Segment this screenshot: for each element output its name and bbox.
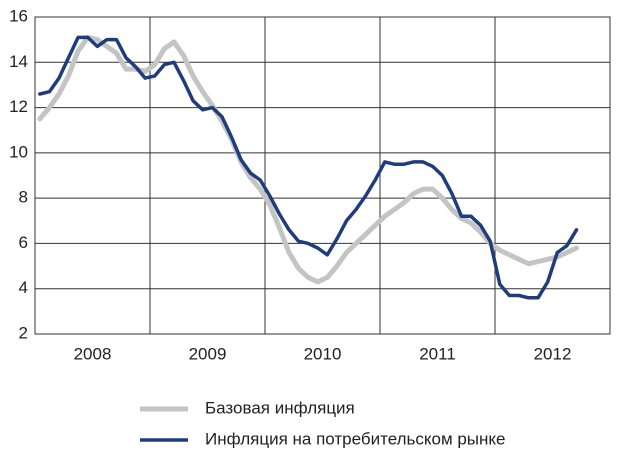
- x-tick-label: 2008: [74, 344, 112, 363]
- y-tick-label: 12: [9, 97, 28, 116]
- y-tick-label: 4: [19, 278, 28, 297]
- y-tick-label: 6: [19, 233, 28, 252]
- series-line: [38, 35, 579, 300]
- x-tick-label: 2009: [189, 344, 227, 363]
- series-line: [37, 34, 579, 285]
- legend-label: Инфляция на потребительском рынке: [205, 429, 506, 448]
- x-tick-label: 2011: [419, 344, 456, 363]
- y-tick-label: 2: [19, 323, 28, 342]
- y-tick-label: 8: [19, 188, 28, 207]
- legend-label: Базовая инфляция: [205, 398, 355, 417]
- y-tick-label: 14: [9, 52, 28, 71]
- y-tick-label: 16: [9, 6, 28, 25]
- x-tick-label: 2010: [304, 344, 342, 363]
- x-tick-label: 2012: [534, 344, 572, 363]
- y-tick-label: 10: [9, 142, 28, 161]
